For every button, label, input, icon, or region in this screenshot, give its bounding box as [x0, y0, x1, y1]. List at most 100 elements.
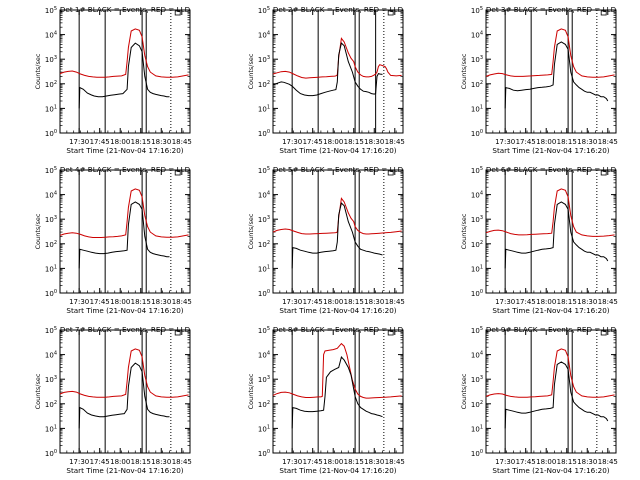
x-tick-label: 18:15 [557, 138, 577, 146]
x-tick-label: 18:30 [364, 458, 384, 466]
y-tick-label: 103 [258, 215, 270, 224]
y-tick-label: 102 [45, 400, 57, 409]
series-red [485, 28, 615, 78]
series-red [59, 28, 189, 78]
series-black [272, 42, 383, 97]
y-tick-label: 100 [258, 289, 270, 298]
y-tick-label: 105 [45, 6, 57, 15]
corner-square-marker [387, 170, 394, 176]
x-tick-label: 18:45 [172, 138, 192, 146]
x-tick-label: 17:30 [69, 458, 89, 466]
series-black [504, 201, 609, 269]
panel-title: Det 2# BLACK = Events, RED = LLD [273, 5, 404, 14]
x-tick-label: 18:15 [557, 298, 577, 306]
x-tick-label: 18:00 [110, 138, 130, 146]
y-tick-label: 105 [471, 166, 483, 175]
x-tick-label: 18:15 [131, 298, 151, 306]
y-tick-label: 103 [471, 55, 483, 64]
y-tick-label: 103 [258, 55, 270, 64]
y-tick-label: 101 [471, 104, 483, 113]
x-tick-label: 18:00 [536, 458, 556, 466]
plot-frame [272, 329, 404, 454]
series-black [78, 201, 170, 269]
corner-square-marker [387, 10, 394, 16]
y-tick-label: 104 [45, 351, 57, 360]
panel-title: Det 6# BLACK = Events, RED = LLD [486, 165, 617, 174]
corner-square-marker [174, 330, 181, 336]
y-axis-label: Counts/sec [460, 373, 468, 409]
panel-title: Det 3# BLACK = Events, RED = LLD [486, 5, 617, 14]
plot-frame [485, 329, 617, 454]
series-red [272, 342, 402, 399]
y-axis-label: Counts/sec [460, 213, 468, 249]
plot-frame [485, 169, 617, 294]
x-tick-label: 17:45 [90, 138, 110, 146]
y-tick-label: 105 [258, 6, 270, 15]
y-tick-label: 102 [471, 240, 483, 249]
panel-title: Det 7# BLACK = Events, RED = LLD [60, 325, 191, 334]
x-axis-label: Start Time (21-Nov-04 17:16:20) [66, 146, 183, 155]
y-tick-label: 100 [258, 449, 270, 458]
x-tick-label: 18:15 [344, 458, 364, 466]
x-tick-label: 18:00 [323, 298, 343, 306]
y-tick-label: 100 [471, 449, 483, 458]
y-tick-label: 101 [258, 264, 270, 273]
x-tick-label: 18:30 [577, 298, 597, 306]
y-tick-label: 100 [45, 129, 57, 138]
x-tick-label: 17:30 [69, 138, 89, 146]
x-tick-label: 18:15 [131, 458, 151, 466]
x-axis-label: Start Time (21-Nov-04 17:16:20) [66, 306, 183, 315]
y-tick-label: 104 [258, 191, 270, 200]
x-tick-label: 18:30 [577, 458, 597, 466]
y-tick-label: 101 [471, 424, 483, 433]
x-tick-label: 17:30 [282, 298, 302, 306]
y-tick-label: 103 [471, 215, 483, 224]
x-tick-label: 18:15 [557, 458, 577, 466]
x-tick-label: 18:45 [172, 298, 192, 306]
y-tick-label: 104 [471, 191, 483, 200]
y-tick-label: 104 [258, 351, 270, 360]
y-tick-label: 104 [471, 351, 483, 360]
plot-frame [59, 169, 191, 294]
x-axis-label: Start Time (21-Nov-04 17:16:20) [279, 146, 396, 155]
corner-square-marker [174, 10, 181, 16]
series-black [78, 362, 170, 429]
x-tick-label: 18:00 [110, 458, 130, 466]
x-axis-label: Start Time (21-Nov-04 17:16:20) [66, 466, 183, 475]
x-tick-label: 17:45 [90, 298, 110, 306]
y-axis-label: Counts/sec [34, 213, 42, 249]
x-axis-label: Start Time (21-Nov-04 17:16:20) [279, 466, 396, 475]
x-tick-label: 18:45 [172, 458, 192, 466]
x-tick-label: 18:00 [323, 138, 343, 146]
series-black [78, 42, 170, 109]
y-tick-label: 103 [45, 375, 57, 384]
x-axis-label: Start Time (21-Nov-04 17:16:20) [492, 146, 609, 155]
panel-title: Det 1# BLACK = Events, RED = LLD [60, 5, 191, 14]
x-tick-label: 18:00 [536, 298, 556, 306]
y-axis-label: Counts/sec [460, 53, 468, 89]
x-tick-label: 17:45 [303, 298, 323, 306]
y-tick-label: 103 [258, 375, 270, 384]
x-tick-label: 18:15 [344, 138, 364, 146]
x-tick-label: 18:30 [364, 138, 384, 146]
corner-square-marker [600, 330, 607, 336]
y-tick-label: 104 [45, 191, 57, 200]
x-tick-label: 18:00 [110, 298, 130, 306]
y-tick-label: 104 [471, 31, 483, 40]
series-black [291, 202, 383, 269]
y-tick-label: 101 [258, 424, 270, 433]
corner-square-marker [174, 170, 181, 176]
x-tick-label: 17:30 [495, 138, 515, 146]
y-tick-label: 102 [258, 80, 270, 89]
y-tick-label: 102 [471, 80, 483, 89]
y-tick-label: 100 [45, 289, 57, 298]
y-tick-label: 101 [258, 104, 270, 113]
y-axis-label: Counts/sec [247, 53, 255, 89]
y-tick-label: 105 [258, 166, 270, 175]
y-tick-label: 101 [471, 264, 483, 273]
series-red [59, 348, 189, 398]
series-red [272, 37, 402, 79]
